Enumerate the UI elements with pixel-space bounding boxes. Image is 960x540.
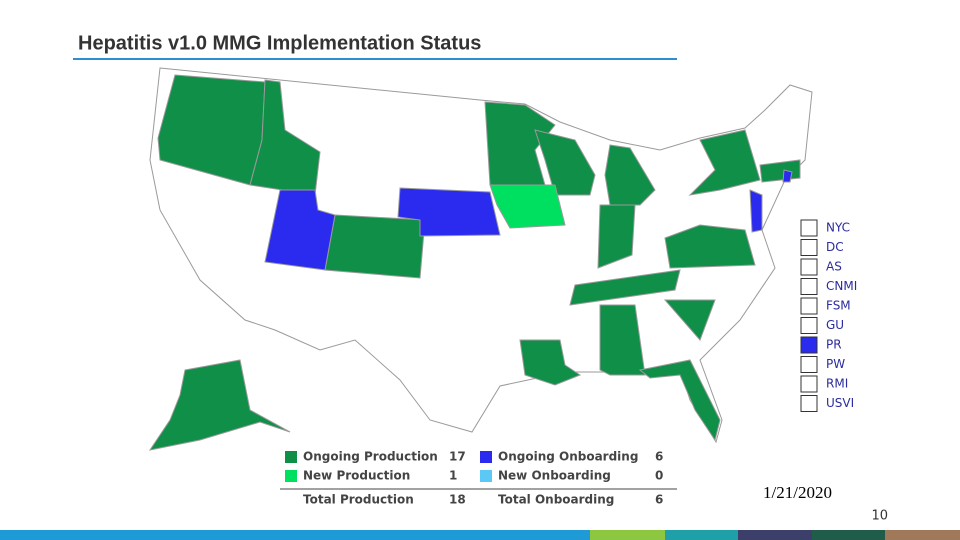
bar-segment [0,530,590,540]
territory-box [800,375,818,393]
legend-count: 17 [449,450,466,464]
state [638,359,721,442]
state [749,189,763,233]
territory-label: USVI [826,396,854,410]
territory-label: FSM [826,299,851,313]
legend-swatch [285,470,297,482]
state [397,187,501,237]
total-count: 6 [655,493,663,507]
territory-box [800,239,818,256]
legend-swatch [480,470,492,482]
date: 1/21/2020 [763,483,832,502]
state [489,184,566,229]
state [688,129,761,196]
state [324,214,426,279]
territory-list: NYC DC AS CNMI FSM GU PR PW RMI USVI [800,219,857,412]
territory-label: RMI [826,377,848,391]
territory-label: NYC [826,221,850,235]
territory-box [800,278,818,295]
territory-box [800,395,818,412]
legend-count: 6 [655,450,663,464]
territory-label: PW [826,357,845,371]
territory-label: PR [826,338,842,352]
state [597,204,636,269]
bar-segment [812,530,885,540]
total-label: Total Onboarding [498,493,614,507]
territory-box [800,356,818,373]
state [148,359,291,451]
state [569,269,681,306]
legend: Ongoing Production 17 New Production 1 Ongoi… [285,450,663,507]
legend-label: Ongoing Onboarding [498,450,638,464]
bar-segment [665,530,738,540]
bar-segment [590,530,665,540]
state [249,79,321,196]
territory-label: CNMI [826,279,857,293]
state [664,224,756,269]
footer-bar [0,530,960,540]
state [663,299,716,341]
legend-count: 1 [449,469,457,483]
territory-label: GU [826,318,844,332]
state [782,169,793,183]
bar-segment [738,530,812,540]
us-map [148,67,813,451]
territory-box [800,219,818,237]
legend-swatch [480,451,492,463]
state [604,144,656,206]
bar-segment [885,530,960,540]
total-label: Total Production [303,493,414,507]
legend-label: New Production [303,469,410,483]
state [264,189,336,271]
territory-label: AS [826,260,842,274]
legend-count: 0 [655,469,663,483]
state [599,304,646,376]
state [534,129,596,196]
page-number: 10 [871,509,888,524]
legend-swatch [285,451,297,463]
territory-box [800,317,818,334]
territory-box [800,258,818,276]
territory-box [800,336,818,354]
state [519,339,582,386]
total-count: 18 [449,493,466,507]
territory-label: DC [826,240,844,254]
legend-label: Ongoing Production [303,450,438,464]
territory-box [800,297,818,315]
title: Hepatitis v1.0 MMG Implementation Status [78,32,481,54]
legend-label: New Onboarding [498,469,611,483]
